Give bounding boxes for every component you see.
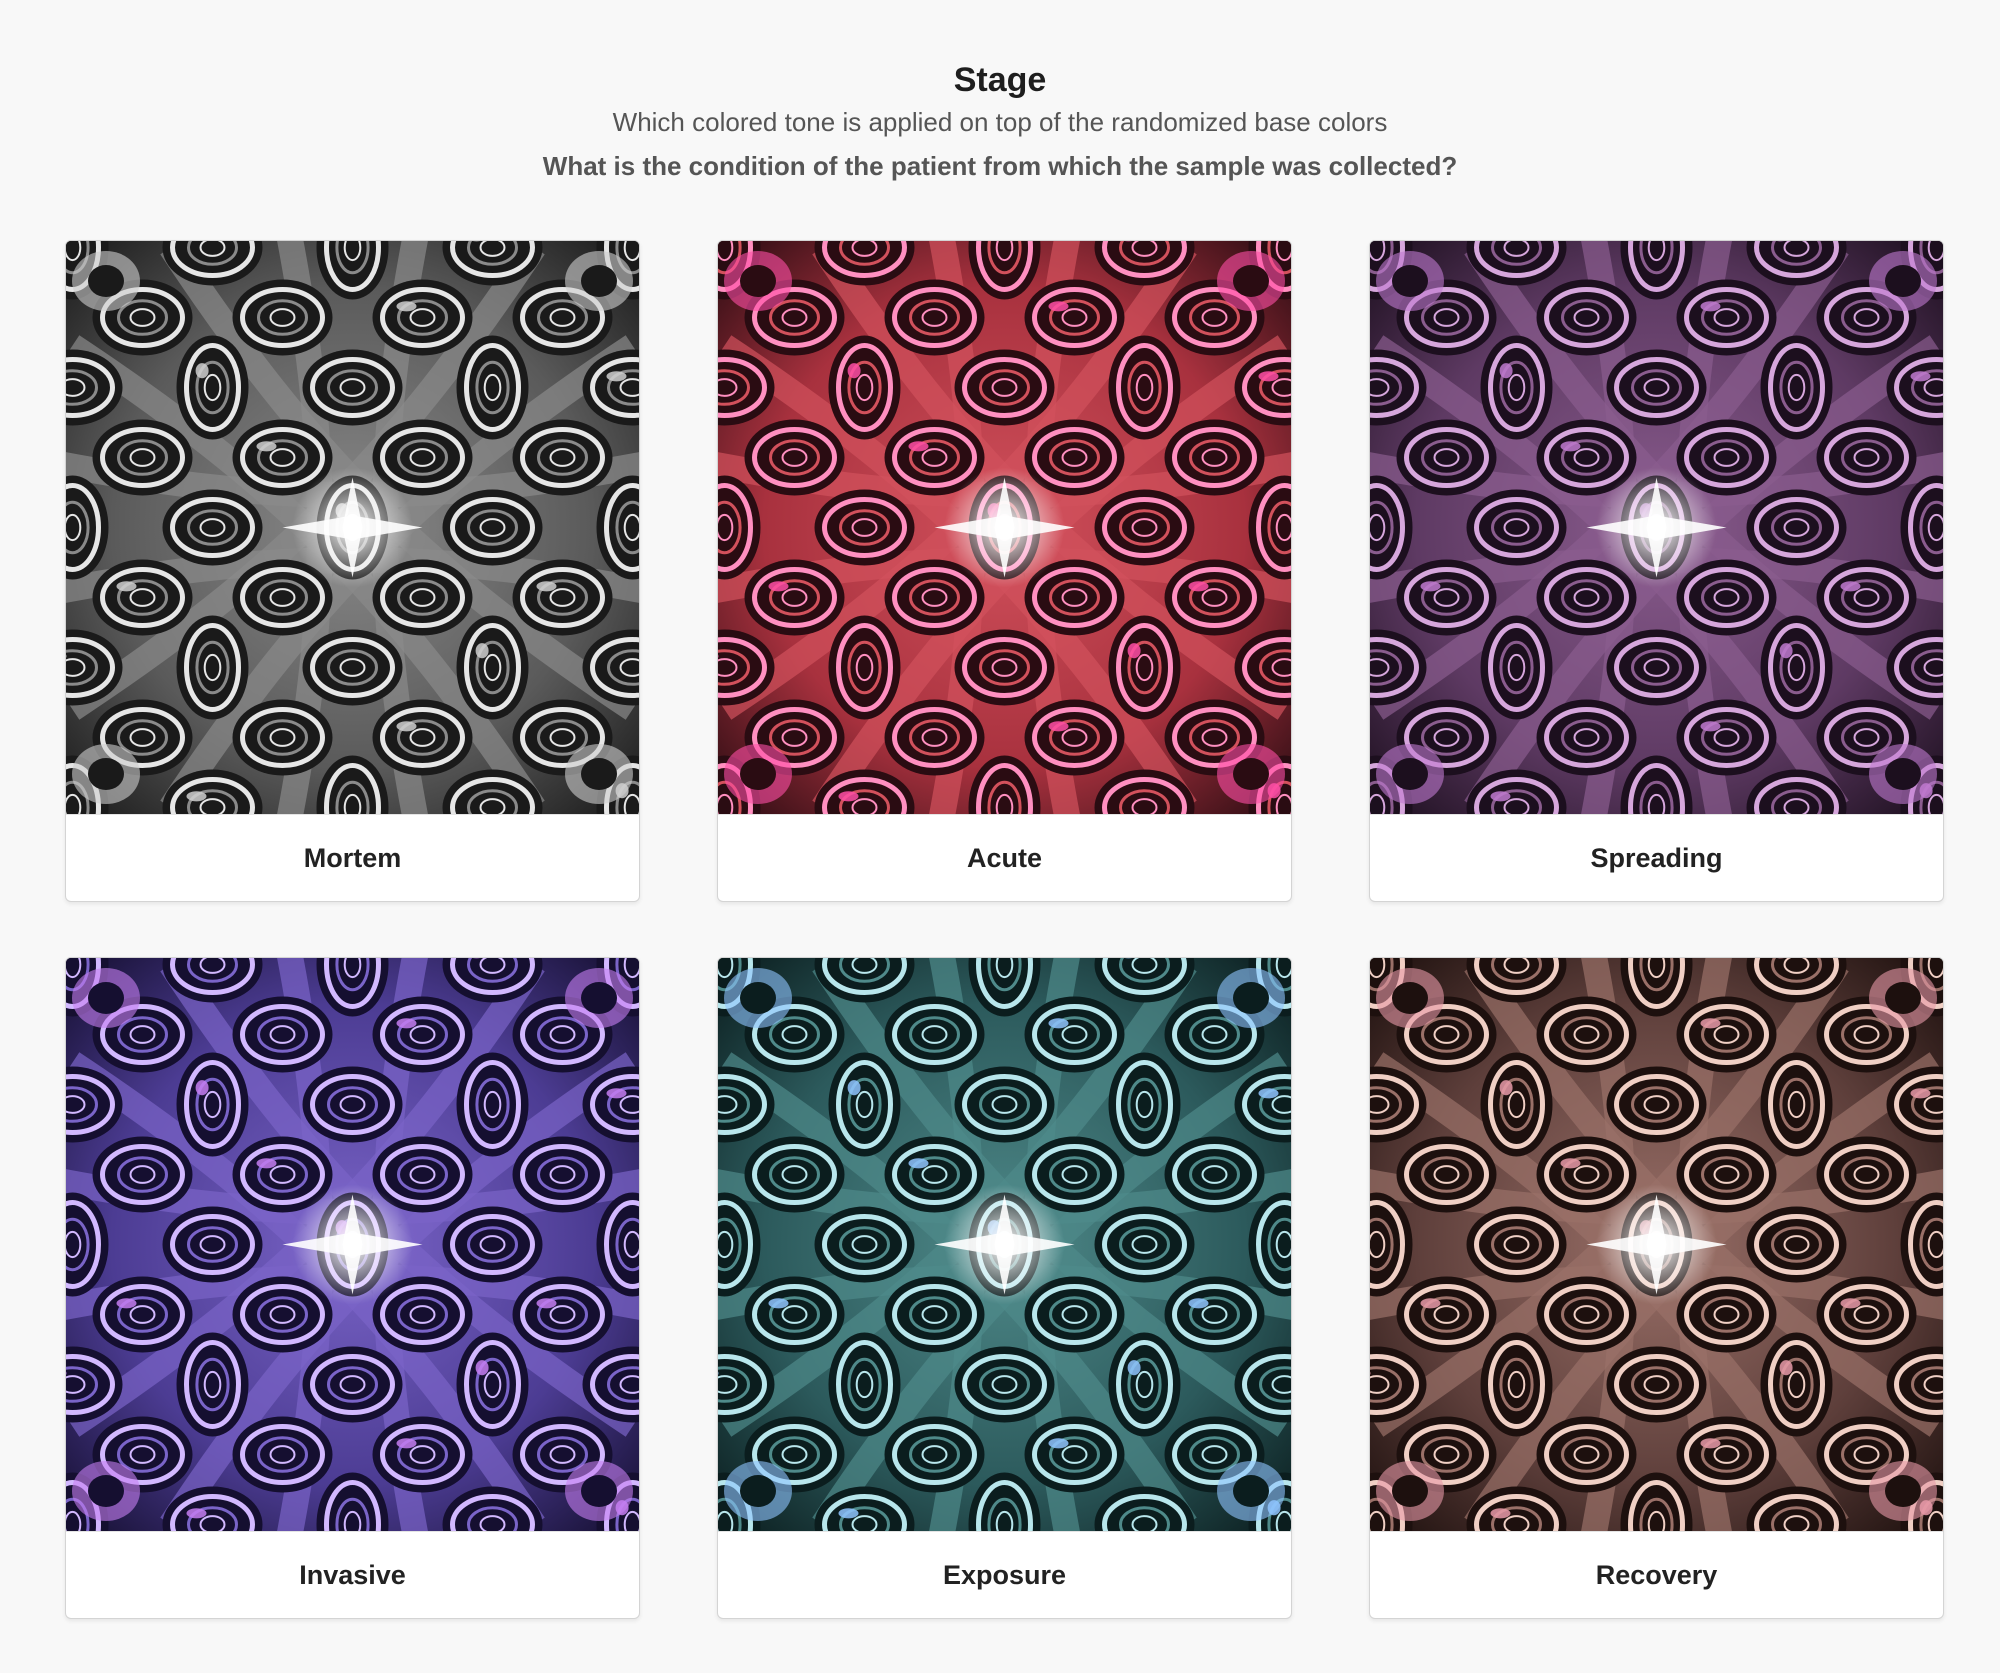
question-text: What is the condition of the patient fro…: [542, 151, 1458, 181]
option-label: Acute: [718, 814, 1291, 901]
option-label: Invasive: [66, 1531, 639, 1618]
pattern-image: [66, 241, 639, 814]
option-card-recovery[interactable]: Recovery: [1369, 957, 1944, 1619]
option-grid: Mortem Acute Spreading Invasive Exposure…: [65, 240, 1945, 1619]
pattern-image: [718, 958, 1291, 1531]
option-label: Recovery: [1370, 1531, 1943, 1618]
page-title: Stage: [953, 61, 1047, 99]
option-label: Mortem: [66, 814, 639, 901]
option-label: Exposure: [718, 1531, 1291, 1618]
pattern-image: [1370, 241, 1943, 814]
option-card-mortem[interactable]: Mortem: [65, 240, 640, 902]
pattern-image: [718, 241, 1291, 814]
option-card-acute[interactable]: Acute: [717, 240, 1292, 902]
option-card-invasive[interactable]: Invasive: [65, 957, 640, 1619]
option-card-exposure[interactable]: Exposure: [717, 957, 1292, 1619]
option-label: Spreading: [1370, 814, 1943, 901]
option-card-spreading[interactable]: Spreading: [1369, 240, 1944, 902]
page-header: Stage Which colored tone is applied on t…: [0, 56, 2000, 184]
pattern-image: [66, 958, 639, 1531]
page-subtitle: Which colored tone is applied on top of …: [612, 107, 1388, 137]
pattern-image: [1370, 958, 1943, 1531]
